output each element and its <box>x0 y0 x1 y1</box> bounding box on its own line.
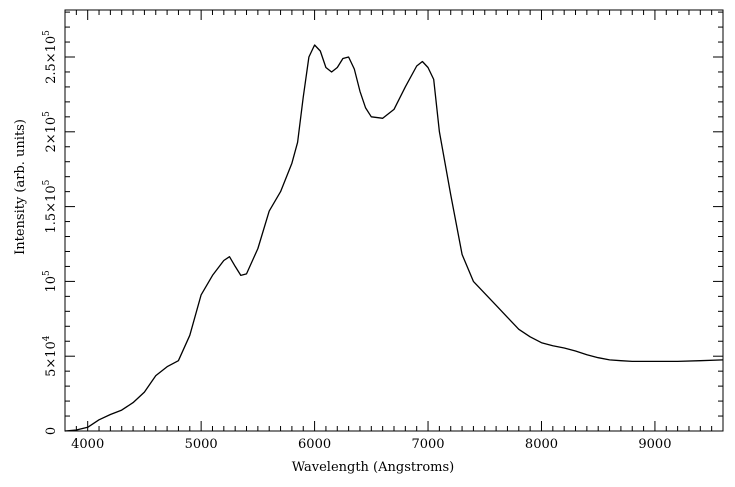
x-tick-label: 9000 <box>638 437 671 452</box>
x-axis-title: Wavelength (Angstroms) <box>292 460 454 475</box>
y-tick-label: 105 <box>42 270 59 293</box>
y-tick-label: 2.5×105 <box>42 30 59 84</box>
y-tick-label: 5×104 <box>42 335 59 377</box>
y-axis-title: Intensity (arb. units) <box>13 119 28 255</box>
plot-frame <box>64 9 724 432</box>
x-tick-label: 5000 <box>185 437 218 452</box>
x-tick-label: 4000 <box>71 437 104 452</box>
x-tick-label: 6000 <box>298 437 331 452</box>
x-tick-label: 7000 <box>411 437 444 452</box>
y-tick-label: 0 <box>44 427 59 435</box>
spectrum-line <box>64 44 724 432</box>
x-tick-label: 8000 <box>525 437 558 452</box>
y-tick-label: 1.5×105 <box>42 179 59 233</box>
y-tick-label: 2×105 <box>42 111 59 153</box>
